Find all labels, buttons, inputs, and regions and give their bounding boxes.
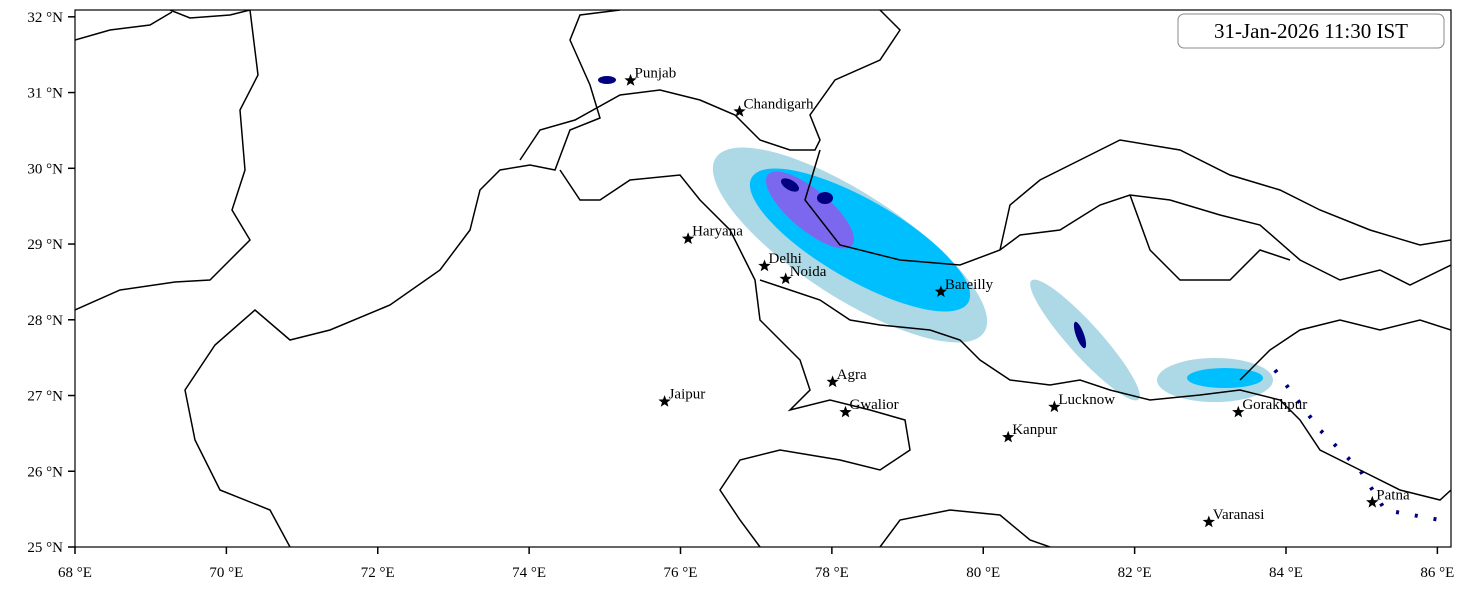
y-tick-label: 30 °N — [27, 161, 63, 177]
city-marker — [1048, 400, 1061, 413]
city-marker — [1002, 430, 1015, 443]
city-label: Delhi — [769, 251, 802, 267]
timestamp: 31-Jan-2026 11:30 IST — [1214, 19, 1408, 43]
y-tick-label: 29 °N — [27, 237, 63, 253]
city-marker — [1202, 515, 1215, 528]
x-tick-label: 80 °E — [966, 565, 1000, 581]
y-tick-label: 26 °N — [27, 464, 63, 480]
x-tick-label: 72 °E — [361, 565, 395, 581]
x-tick-label: 78 °E — [815, 565, 849, 581]
x-tick-label: 82 °E — [1118, 565, 1152, 581]
city-label: Kanpur — [1012, 422, 1057, 438]
city-label: Lucknow — [1058, 392, 1115, 408]
map-layers — [75, 10, 1451, 547]
x-tick-label: 84 °E — [1269, 565, 1303, 581]
city-marker — [934, 285, 947, 297]
y-tick-label: 31 °N — [27, 86, 63, 102]
city-label: Gwalior — [849, 397, 898, 413]
city-label: Chandigarh — [744, 96, 814, 112]
city-label: Gorakhpur — [1242, 397, 1307, 413]
title-box — [1177, 13, 1445, 49]
city-marker — [681, 232, 695, 244]
rainfall — [598, 76, 1441, 522]
city-marker — [1232, 405, 1245, 418]
city-marker — [826, 375, 839, 388]
y-tick-label: 32 °N — [27, 10, 63, 26]
borders — [75, 10, 1451, 547]
x-tick-label: 68 °E — [58, 565, 92, 581]
city-marker — [733, 105, 746, 117]
city-label: Patna — [1376, 487, 1410, 503]
city-marker — [779, 272, 792, 285]
plot-frame — [74, 9, 1452, 548]
x-tick-label: 70 °E — [209, 565, 243, 581]
city-label: Jaipur — [669, 387, 706, 403]
city-label: Agra — [837, 367, 867, 383]
x-tick-label: 74 °E — [512, 565, 546, 581]
city-marker — [658, 395, 671, 407]
city-label: Haryana — [692, 224, 743, 240]
city-label: Punjab — [635, 65, 677, 81]
x-tick-label: 86 °E — [1420, 565, 1454, 581]
city-label: Varanasi — [1213, 507, 1265, 523]
city-marker — [839, 405, 852, 418]
city-label: Bareilly — [945, 277, 994, 293]
city-label: Noida — [790, 264, 827, 280]
city-marker — [758, 259, 771, 272]
x-tick-label: 76 °E — [664, 565, 698, 581]
city-marker — [1366, 495, 1379, 508]
city-marker — [624, 73, 637, 86]
y-tick-label: 25 °N — [27, 540, 63, 556]
y-tick-label: 27 °N — [27, 389, 63, 405]
y-tick-label: 28 °N — [27, 313, 63, 329]
